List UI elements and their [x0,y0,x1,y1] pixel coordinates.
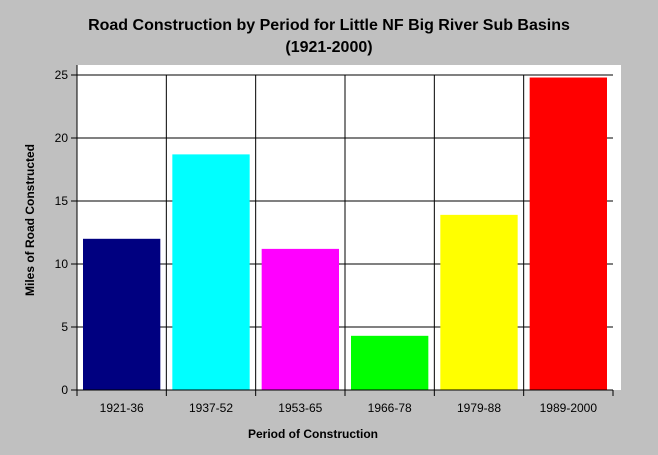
y-tick-label: 15 [55,194,69,208]
y-axis-label: Miles of Road Constructed [23,144,37,296]
axes [71,65,614,396]
y-tick-labels: 0 5 10 15 20 25 [55,68,69,397]
bar-1921-36 [83,238,161,390]
x-axis-label: Period of Construction [248,427,378,441]
y-tick-label: 25 [55,68,69,82]
x-tick-label: 1979-88 [457,401,501,415]
x-tick-labels: 1921-36 1937-52 1953-65 1966-78 1979-88 1989-… [100,401,598,415]
bar-1979-88 [440,214,518,390]
y-tick-label: 20 [55,131,69,145]
y-tick-label: 10 [55,257,69,271]
x-tick-label: 1937-52 [189,401,233,415]
x-tick-label: 1989-2000 [540,401,598,415]
chart-title: Road Construction by Period for Little N… [88,17,570,34]
bar-1989-2000 [529,77,607,391]
y-tick-label: 0 [61,383,68,397]
x-tick-label: 1953-65 [278,401,322,415]
bar-1937-52 [172,154,250,390]
bar-1966-78 [351,335,429,390]
x-tick-label: 1966-78 [368,401,412,415]
bar-1953-65 [261,248,339,390]
bars [83,77,607,391]
y-tick-label: 5 [61,320,68,334]
chart-subtitle: (1921-2000) [285,39,372,56]
x-tick-label: 1921-36 [100,401,144,415]
grid-lines [77,74,613,391]
